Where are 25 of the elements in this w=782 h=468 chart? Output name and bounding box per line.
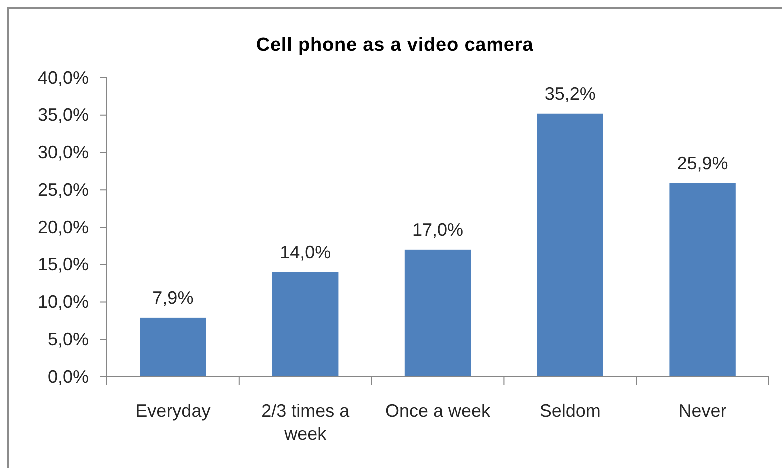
bar — [272, 272, 338, 376]
data-label: 14,0% — [280, 242, 331, 262]
bar — [669, 182, 736, 376]
data-label: 25,9% — [676, 152, 728, 173]
data-label: 7,9% — [152, 287, 194, 308]
y-tick-label: 10,0% — [37, 292, 88, 312]
data-label: 17,0% — [412, 219, 464, 240]
y-tick-label: 35,0% — [37, 104, 88, 125]
y-tick-label: 0,0% — [47, 366, 88, 386]
y-tick-label: 40,0% — [37, 67, 88, 88]
bar — [404, 249, 471, 376]
y-tick-label: 5,0% — [47, 328, 88, 349]
chart-title: Cell phone as a video camera — [256, 34, 534, 56]
x-tick-label: Everyday — [135, 400, 210, 420]
x-tick-label: Seldom — [539, 400, 600, 420]
bar — [536, 113, 603, 376]
y-tick-label: 20,0% — [37, 216, 88, 237]
y-tick-label: 25,0% — [37, 179, 88, 200]
y-tick-label: 15,0% — [37, 254, 88, 274]
y-tick-label: 30,0% — [37, 142, 88, 162]
x-tick-label: Once a week — [384, 400, 492, 420]
data-label: 35,2% — [544, 83, 596, 104]
bar — [140, 317, 206, 376]
x-tick-label: 2/3 times a week — [261, 400, 350, 444]
x-tick-label: Never — [678, 400, 726, 420]
